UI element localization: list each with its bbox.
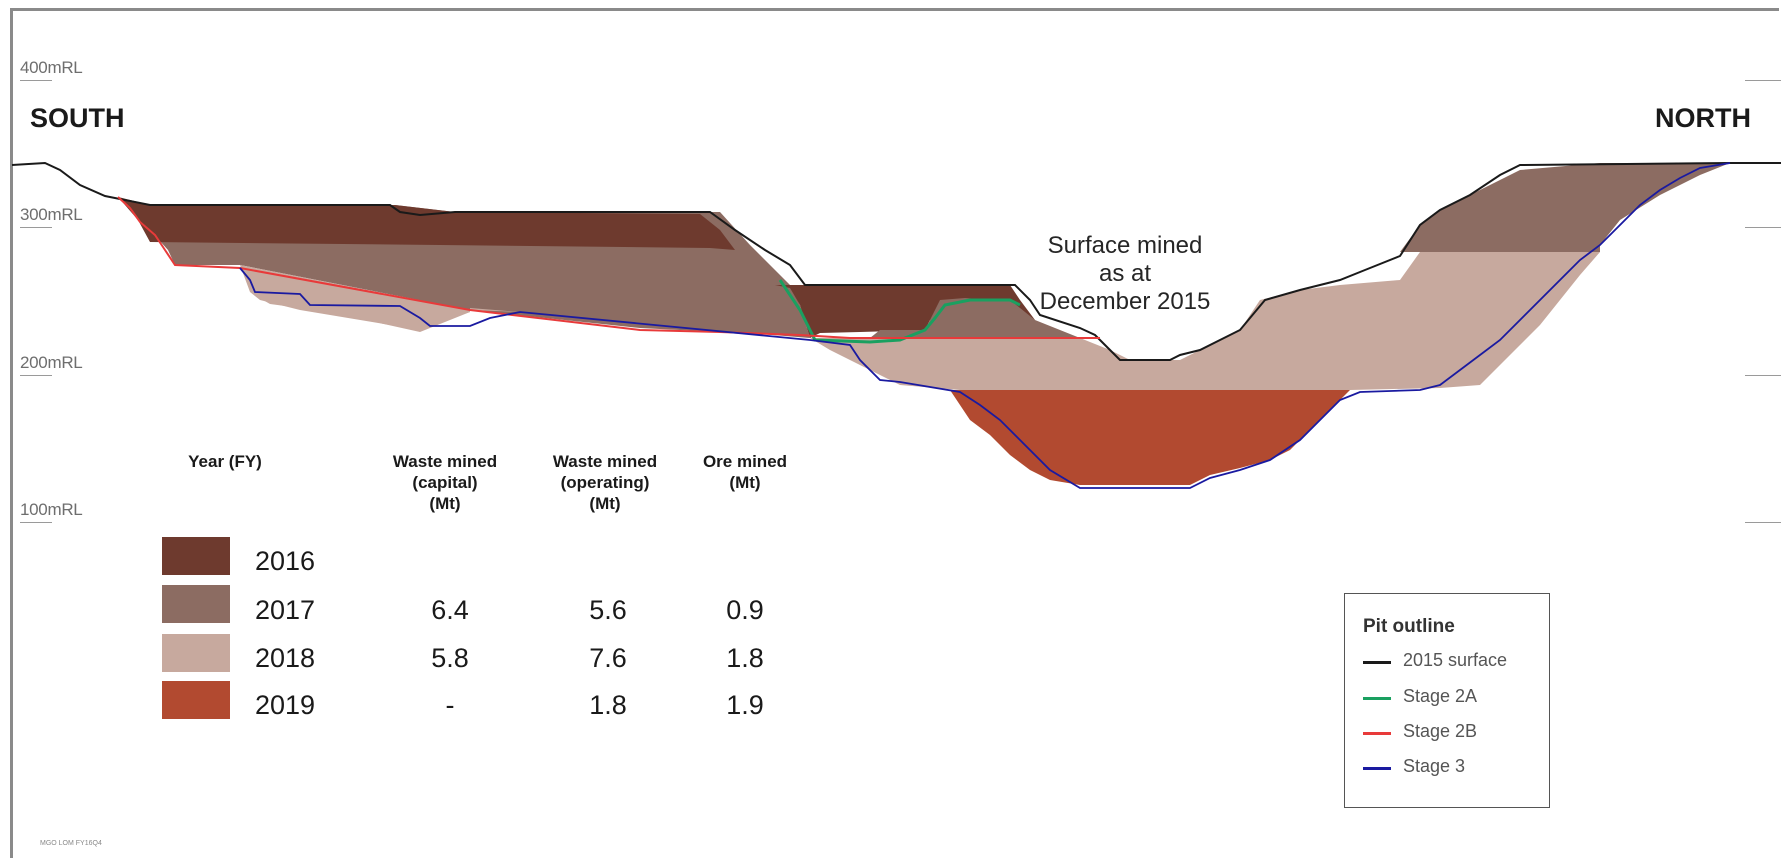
- footer-code: MGO LOM FY16Q4: [40, 840, 102, 847]
- direction-north: NORTH: [1655, 103, 1751, 133]
- stage-2019-pit: [950, 390, 1350, 485]
- annotation-surface-mined: Surface mined as at December 2015: [1030, 232, 1220, 316]
- direction-south: SOUTH: [30, 103, 125, 133]
- legend-box: Pit outline 2015 surface Stage 2A Stage …: [1344, 593, 1550, 808]
- swatch-2018: [162, 634, 230, 672]
- operating-2018: 7.6: [589, 643, 627, 673]
- stage-2018-south-b: [240, 268, 470, 332]
- header-operating-l1: Waste mined: [552, 452, 658, 471]
- header-operating: Waste mined (operating) (Mt): [530, 451, 680, 514]
- ore-2017: 0.9: [726, 595, 764, 625]
- legend-label-stage-2b: Stage 2B: [1403, 721, 1478, 741]
- year-2019: 2019: [255, 690, 316, 720]
- level-label-200: 200mRL: [20, 353, 83, 372]
- header-capital: Waste mined (capital) (Mt): [370, 451, 520, 514]
- level-tick-100-right: [1745, 522, 1781, 523]
- header-capital-l3: (Mt): [429, 494, 461, 513]
- level-tick-400-right: [1745, 80, 1781, 81]
- ore-2019: 1.9: [726, 690, 764, 720]
- level-tick-300-right: [1745, 227, 1781, 228]
- capital-2017: 6.4: [431, 595, 469, 625]
- stage-2017-north: [1400, 163, 1730, 252]
- legend-line-stage-2b: [1363, 732, 1391, 735]
- header-year: Year (FY): [188, 452, 262, 471]
- annotation-line-1: Surface mined: [1047, 232, 1203, 259]
- level-tick-200: [20, 375, 52, 376]
- level-tick-200-right: [1745, 375, 1781, 376]
- swatch-2017: [162, 585, 230, 623]
- header-ore-l1: Ore mined: [702, 452, 788, 471]
- header-operating-l3: (Mt): [589, 494, 621, 513]
- legend-label-stage-2a: Stage 2A: [1403, 686, 1478, 706]
- level-tick-300: [20, 227, 52, 228]
- legend-line-2015-surface: [1363, 661, 1391, 664]
- line-stage-3: [239, 162, 1731, 489]
- level-tick-400: [20, 80, 52, 81]
- stage-2018-central: [810, 252, 1600, 390]
- line-2015-surface: [11, 161, 1781, 361]
- annotation-line-3: December 2015: [1039, 288, 1211, 315]
- stage-2016-south: [118, 197, 735, 250]
- operating-2019: 1.8: [589, 690, 627, 720]
- year-2016: 2016: [255, 546, 316, 576]
- header-operating-l2: (operating): [560, 473, 650, 492]
- header-ore-l2: (Mt): [729, 473, 761, 492]
- legend-line-stage-2a: [1363, 697, 1391, 700]
- operating-2017: 5.6: [589, 595, 627, 625]
- level-label-100: 100mRL: [20, 500, 83, 519]
- level-tick-100: [20, 522, 52, 523]
- swatch-2016: [162, 537, 230, 575]
- header-ore: Ore mined (Mt): [680, 451, 810, 493]
- ore-2018: 1.8: [726, 643, 764, 673]
- header-capital-l2: (capital): [412, 473, 478, 492]
- capital-2018: 5.8: [431, 643, 469, 673]
- line-stage-2a: [778, 279, 1021, 344]
- legend-label-stage-3: Stage 3: [1403, 756, 1466, 776]
- level-label-300: 300mRL: [20, 205, 83, 224]
- annotation-line-2: as at: [1098, 260, 1152, 287]
- header-capital-l1: Waste mined: [392, 452, 498, 471]
- swatch-2019: [162, 681, 230, 719]
- year-2018: 2018: [255, 643, 316, 673]
- legend-title: Pit outline: [1363, 616, 1455, 637]
- capital-2019: -: [445, 690, 455, 720]
- year-2017: 2017: [255, 595, 316, 625]
- level-label-400: 400mRL: [20, 58, 83, 77]
- legend-label-2015-surface: 2015 surface: [1403, 650, 1508, 670]
- legend-line-stage-3: [1363, 767, 1391, 770]
- stage-2016-central: [775, 285, 1035, 338]
- stage-2017-central: [870, 298, 1080, 338]
